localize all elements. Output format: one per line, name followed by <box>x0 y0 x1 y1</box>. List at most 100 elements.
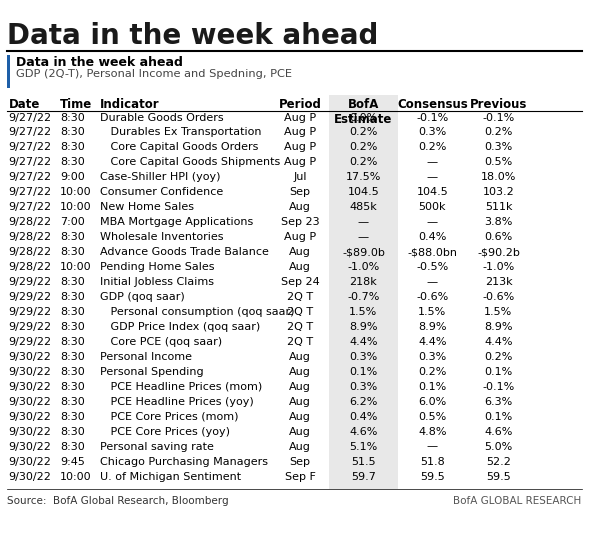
Text: 0.5%: 0.5% <box>484 157 512 168</box>
Text: Core Capital Goods Shipments: Core Capital Goods Shipments <box>100 157 280 168</box>
Text: Chicago Purchasing Managers: Chicago Purchasing Managers <box>100 456 269 467</box>
Text: —: — <box>358 217 369 227</box>
Text: 4.4%: 4.4% <box>484 337 512 347</box>
Text: 8.9%: 8.9% <box>484 322 512 332</box>
Text: -0.1%: -0.1% <box>482 382 515 392</box>
Text: 500k: 500k <box>419 202 446 212</box>
Text: Consensus: Consensus <box>397 98 468 111</box>
Text: Core PCE (qoq saar): Core PCE (qoq saar) <box>100 337 223 347</box>
Text: PCE Core Prices (yoy): PCE Core Prices (yoy) <box>100 426 230 437</box>
Text: -0.6%: -0.6% <box>482 292 515 302</box>
Text: Sep 23: Sep 23 <box>281 217 320 227</box>
Text: 2Q T: 2Q T <box>287 337 313 347</box>
Text: Data in the week ahead: Data in the week ahead <box>16 56 183 69</box>
Text: Data in the week ahead: Data in the week ahead <box>7 21 379 50</box>
Text: 9:45: 9:45 <box>60 456 85 467</box>
Text: 5.1%: 5.1% <box>349 441 378 452</box>
Text: —: — <box>427 157 438 168</box>
Text: Wholesale Inventories: Wholesale Inventories <box>100 232 224 242</box>
Text: 9/29/22: 9/29/22 <box>8 277 52 287</box>
Text: GDP (2Q-T), Personal Income and Spedning, PCE: GDP (2Q-T), Personal Income and Spedning… <box>16 69 292 79</box>
Text: Durables Ex Transportation: Durables Ex Transportation <box>100 127 262 137</box>
Text: 9/29/22: 9/29/22 <box>8 292 52 302</box>
Text: 1.5%: 1.5% <box>349 307 378 317</box>
Text: 511k: 511k <box>485 202 512 212</box>
Text: 8:30: 8:30 <box>60 142 85 153</box>
Text: Personal Spending: Personal Spending <box>100 367 204 377</box>
Text: 0.0%: 0.0% <box>349 113 378 122</box>
Text: 9/30/22: 9/30/22 <box>8 441 51 452</box>
Text: Aug: Aug <box>289 426 311 437</box>
Text: Period: Period <box>279 98 322 111</box>
Text: Previous: Previous <box>470 98 527 111</box>
Text: 0.1%: 0.1% <box>349 367 378 377</box>
Text: 1.5%: 1.5% <box>484 307 512 317</box>
Text: 8:30: 8:30 <box>60 292 85 302</box>
Text: 4.6%: 4.6% <box>484 426 512 437</box>
Text: 9/28/22: 9/28/22 <box>8 217 52 227</box>
Text: Aug: Aug <box>289 247 311 257</box>
Text: 9/28/22: 9/28/22 <box>8 247 52 257</box>
Text: 9/30/22: 9/30/22 <box>8 471 51 482</box>
Text: Aug: Aug <box>289 262 311 272</box>
Text: 9/29/22: 9/29/22 <box>8 337 52 347</box>
Text: GDP (qoq saar): GDP (qoq saar) <box>100 292 185 302</box>
Text: Sep: Sep <box>290 456 311 467</box>
Text: 18.0%: 18.0% <box>481 172 516 183</box>
Text: 8:30: 8:30 <box>60 113 85 122</box>
Text: 9/27/22: 9/27/22 <box>8 202 52 212</box>
Text: -1.0%: -1.0% <box>348 262 379 272</box>
Text: 10:00: 10:00 <box>60 202 92 212</box>
Text: Indicator: Indicator <box>100 98 160 111</box>
Text: Aug P: Aug P <box>284 157 316 168</box>
Text: —: — <box>427 441 438 452</box>
Text: 0.2%: 0.2% <box>349 127 378 137</box>
Text: Aug: Aug <box>289 202 311 212</box>
Text: 0.2%: 0.2% <box>349 142 378 153</box>
Text: 8:30: 8:30 <box>60 412 85 422</box>
Text: 9/28/22: 9/28/22 <box>8 262 52 272</box>
Text: Sep 24: Sep 24 <box>281 277 320 287</box>
Text: 59.7: 59.7 <box>351 471 376 482</box>
Text: Aug P: Aug P <box>284 142 316 153</box>
Text: 9/27/22: 9/27/22 <box>8 172 52 183</box>
Text: PCE Core Prices (mom): PCE Core Prices (mom) <box>100 412 239 422</box>
Text: MBA Mortgage Applications: MBA Mortgage Applications <box>100 217 254 227</box>
Text: 0.2%: 0.2% <box>484 127 512 137</box>
Text: 8.9%: 8.9% <box>349 322 378 332</box>
Text: Consumer Confidence: Consumer Confidence <box>100 187 224 197</box>
Text: Aug P: Aug P <box>284 232 316 242</box>
Text: Aug P: Aug P <box>284 113 316 122</box>
Text: 218k: 218k <box>349 277 378 287</box>
Text: 8:30: 8:30 <box>60 382 85 392</box>
Text: Sep: Sep <box>290 187 311 197</box>
Text: 104.5: 104.5 <box>348 187 379 197</box>
Text: Personal Income: Personal Income <box>100 352 193 362</box>
Text: 8:30: 8:30 <box>60 277 85 287</box>
Text: 1.5%: 1.5% <box>418 307 446 317</box>
Text: 213k: 213k <box>485 277 512 287</box>
Text: 3.8%: 3.8% <box>484 217 512 227</box>
Text: -1.0%: -1.0% <box>482 262 515 272</box>
Text: -0.5%: -0.5% <box>416 262 448 272</box>
Text: 7:00: 7:00 <box>60 217 85 227</box>
Text: 8:30: 8:30 <box>60 157 85 168</box>
Text: 0.4%: 0.4% <box>349 412 378 422</box>
Text: Initial Jobless Claims: Initial Jobless Claims <box>100 277 214 287</box>
Text: —: — <box>358 232 369 242</box>
Text: 51.8: 51.8 <box>420 456 445 467</box>
Text: -0.7%: -0.7% <box>348 292 380 302</box>
Text: -$88.0bn: -$88.0bn <box>408 247 458 257</box>
Text: Case-Shiller HPI (yoy): Case-Shiller HPI (yoy) <box>100 172 221 183</box>
Text: 0.1%: 0.1% <box>418 382 446 392</box>
Text: 4.4%: 4.4% <box>418 337 446 347</box>
Text: 9/30/22: 9/30/22 <box>8 412 51 422</box>
Text: 6.0%: 6.0% <box>418 397 446 407</box>
Text: Aug: Aug <box>289 367 311 377</box>
Text: 4.4%: 4.4% <box>349 337 378 347</box>
Text: Durable Goods Orders: Durable Goods Orders <box>100 113 224 122</box>
Text: 4.6%: 4.6% <box>349 426 378 437</box>
Text: 9/30/22: 9/30/22 <box>8 456 51 467</box>
Text: U. of Michigan Sentiment: U. of Michigan Sentiment <box>100 471 241 482</box>
Text: 0.5%: 0.5% <box>418 412 446 422</box>
